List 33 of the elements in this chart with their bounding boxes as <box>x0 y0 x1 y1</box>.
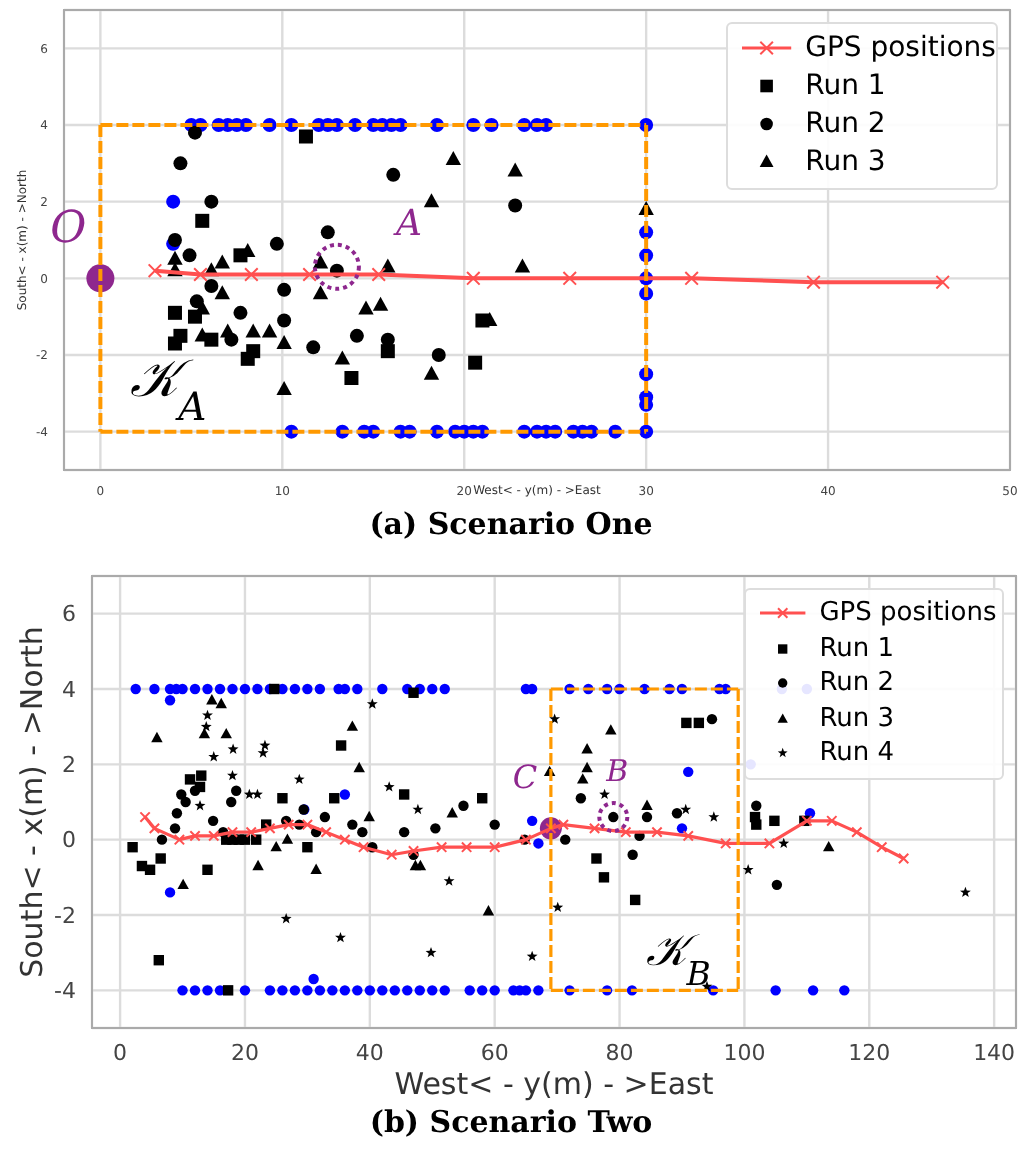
y-tick-label: 0 <box>62 827 76 854</box>
annotation: 𝒦$_{A}$ <box>130 350 207 430</box>
x-tick-label: 40 <box>355 1039 384 1066</box>
x-tick-label: 60 <box>480 1039 509 1066</box>
y-tick-label: 6 <box>62 601 76 628</box>
annotation: O <box>50 204 87 255</box>
legend-label: GPS positions <box>805 32 996 65</box>
annotation: A <box>391 202 422 245</box>
annotation: B <box>604 753 629 790</box>
x-tick-label: 140 <box>973 1039 1016 1066</box>
y-tick-label: 4 <box>62 676 76 703</box>
x-tick-label: 20 <box>230 1039 259 1066</box>
legend-label: Run 1 <box>819 633 895 664</box>
text: (a) Scenario One <box>367 506 655 542</box>
legend-label: Run 3 <box>819 703 895 734</box>
y-tick-label: 2 <box>62 752 76 779</box>
legend-label: Run 2 <box>819 668 895 699</box>
legend-label: Run 1 <box>805 70 886 103</box>
legend-label: Run 3 <box>805 146 886 179</box>
x-tick-label: 0 <box>113 1039 128 1066</box>
legend-label: Run 2 <box>805 108 886 141</box>
y-tick-label: -2 <box>54 902 76 929</box>
x-axis-title: West< - y(m) - >East <box>394 1066 714 1102</box>
y-axis-title: South< - x(m) - >North <box>14 626 51 978</box>
annotation: C <box>512 758 538 797</box>
legend-label: Run 4 <box>819 738 895 769</box>
text: (b) Scenario Two <box>367 1104 655 1140</box>
x-tick-label: 80 <box>605 1039 634 1066</box>
y-tick-label: -4 <box>54 978 76 1005</box>
legend-label: GPS positions <box>819 598 997 629</box>
x-tick-label: 100 <box>723 1039 766 1066</box>
annotation: 𝒦$_{B}$ <box>646 926 711 992</box>
x-tick-label: 120 <box>848 1039 891 1066</box>
